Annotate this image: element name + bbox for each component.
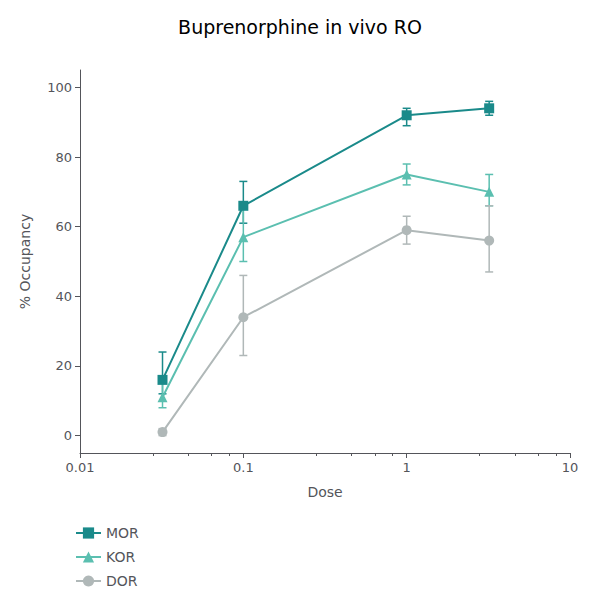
svg-text:10: 10 [562,460,579,475]
svg-text:80: 80 [55,150,72,165]
svg-text:0.01: 0.01 [66,460,95,475]
svg-text:40: 40 [55,289,72,304]
svg-text:100: 100 [47,80,72,95]
svg-text:DOR: DOR [106,573,138,589]
svg-text:Dose: Dose [307,484,342,500]
svg-text:MOR: MOR [106,525,139,541]
svg-text:KOR: KOR [106,549,135,565]
svg-text:60: 60 [55,219,72,234]
svg-text:0.1: 0.1 [233,460,254,475]
svg-text:% Occupancy: % Occupancy [17,214,33,309]
svg-text:Buprenorphine in vivo RO: Buprenorphine in vivo RO [178,16,422,38]
svg-text:20: 20 [55,358,72,373]
svg-text:1: 1 [403,460,411,475]
svg-text:0: 0 [64,428,72,443]
